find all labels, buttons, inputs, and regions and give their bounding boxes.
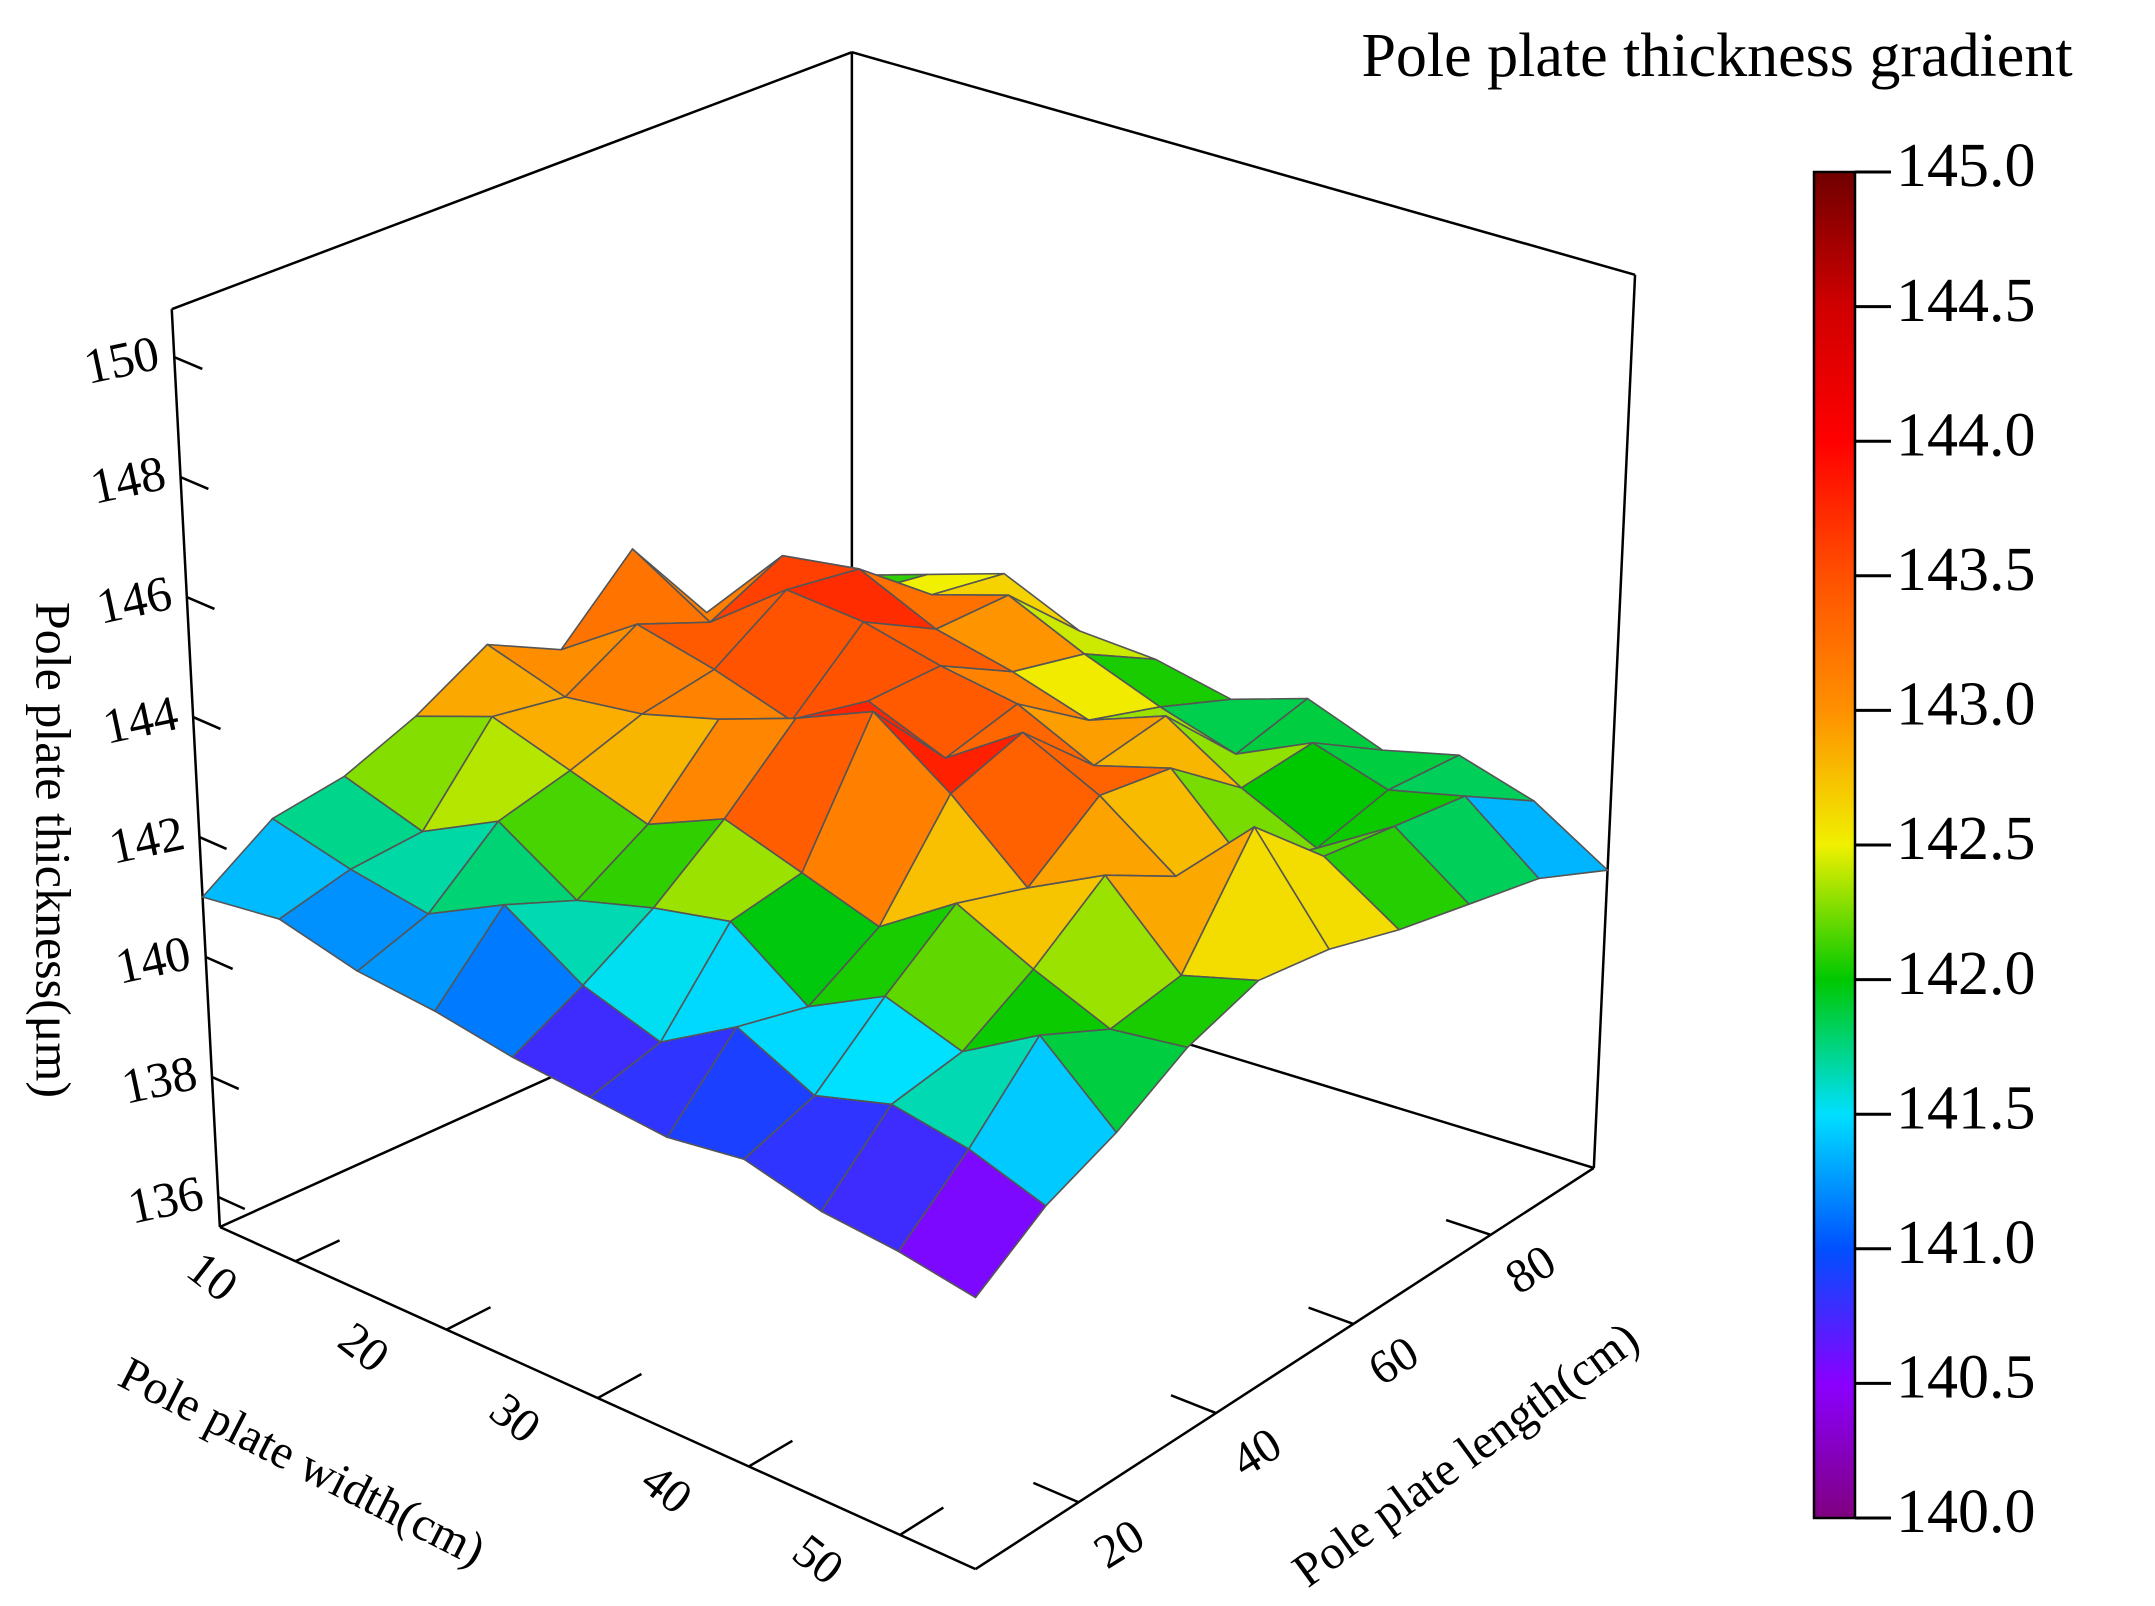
- z-axis-line: [170, 309, 222, 1228]
- x-tick-label: 30: [480, 1383, 550, 1454]
- z-tick-label: 140: [110, 924, 195, 994]
- colorbar-tick-label: 141.5: [1896, 1074, 2036, 1142]
- x-tick: [899, 1506, 945, 1536]
- z-tick-label: 150: [79, 324, 164, 394]
- x-tick: [748, 1439, 794, 1468]
- y-tick-label: 20: [1085, 1509, 1154, 1579]
- z-tick-label: 148: [85, 444, 170, 514]
- x-tick: [294, 1239, 341, 1263]
- x-axis-title: Pole plate width(cm): [111, 1347, 494, 1577]
- colorbar-title: Pole plate thickness gradient: [1361, 22, 2072, 90]
- colorbar-tick-label: 143.5: [1896, 536, 2036, 604]
- z-tick: [180, 475, 209, 491]
- y-tick-label: 40: [1222, 1417, 1291, 1487]
- x-tick-label: 50: [783, 1524, 853, 1595]
- y-axis-title: Pole plate length(cm): [1283, 1312, 1648, 1598]
- colorbar-tick-label: 143.0: [1896, 671, 2036, 739]
- x-tick: [597, 1372, 643, 1400]
- z-tick: [205, 955, 234, 971]
- box-edge: [171, 51, 853, 311]
- y-tick: [1308, 1306, 1354, 1326]
- z-tick-label: 142: [104, 804, 189, 874]
- z-tick-label: 144: [98, 684, 183, 754]
- z-tick: [173, 355, 203, 371]
- z-axis-title: Pole plate thickness(μm): [26, 602, 82, 1098]
- y-tick: [1445, 1218, 1492, 1236]
- colorbar-tick-label: 145.0: [1896, 132, 2036, 200]
- colorbar: [1812, 170, 1857, 1520]
- colorbar-tick-label: 142.5: [1896, 805, 2036, 873]
- z-tick: [186, 595, 215, 611]
- box-edge: [851, 51, 1636, 277]
- y-tick: [1032, 1481, 1080, 1504]
- z-tick: [198, 835, 228, 851]
- z-tick-label: 138: [117, 1044, 202, 1114]
- colorbar-tick-label: 141.0: [1896, 1209, 2036, 1277]
- colorbar-tick-label: 142.0: [1896, 940, 2036, 1008]
- colorbar-tick-label: 144.5: [1896, 267, 2036, 335]
- z-tick: [192, 715, 222, 731]
- z-tick-label: 136: [123, 1164, 208, 1234]
- y-axis-line: [974, 1166, 1595, 1571]
- x-tick-label: 40: [631, 1453, 701, 1524]
- colorbar-tick-label: 140.0: [1896, 1478, 2036, 1546]
- y-tick: [1170, 1394, 1217, 1415]
- x-tick-label: 10: [177, 1241, 247, 1312]
- z-tick: [211, 1075, 240, 1091]
- colorbar-tick-label: 140.5: [1896, 1344, 2036, 1412]
- x-tick: [445, 1306, 492, 1331]
- colorbar-tick-label: 144.0: [1896, 401, 2036, 469]
- surface-patch: [897, 1148, 1047, 1299]
- z-tick: [217, 1195, 246, 1211]
- box-edge: [1592, 274, 1637, 1168]
- y-tick-label: 80: [1496, 1234, 1565, 1304]
- z-tick-label: 146: [92, 564, 177, 634]
- y-tick-label: 60: [1359, 1326, 1428, 1396]
- x-tick-label: 20: [329, 1312, 399, 1383]
